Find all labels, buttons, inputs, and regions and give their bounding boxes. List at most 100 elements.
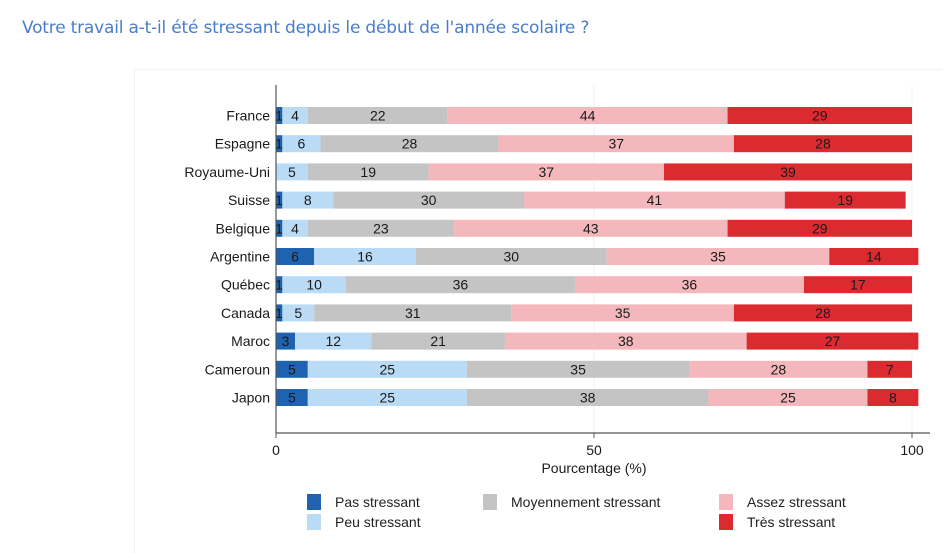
data-label: 35 [615,305,631,321]
bar-segment [454,219,728,237]
bar-segment [415,248,607,265]
legend-label: Très stressant [747,514,836,530]
data-label: 41 [647,192,663,208]
bar-segment [276,191,283,209]
bar-segment [708,389,868,406]
data-label: 19 [360,164,376,180]
bar-segment [733,135,912,153]
data-label: 35 [570,361,586,377]
data-label: 30 [504,249,520,265]
data-label: 44 [580,108,596,124]
chart-title: Votre travail a-t-il été stressant depui… [22,18,590,38]
data-label: 5 [288,164,296,180]
data-label: 21 [430,333,446,349]
bar-segment [829,248,919,265]
bar-segment [606,248,830,265]
legend-item-pas-stressant: Pas stressant [307,494,420,510]
bar-segment [466,360,690,378]
legend-swatch-pas-stressant [307,494,321,510]
bar-segment [282,219,308,237]
bar-segment [276,360,308,378]
bar-segment [282,135,321,153]
bar-segment [320,135,499,153]
x-tick-label: 100 [900,442,924,458]
data-label: 6 [298,136,306,152]
data-label: 3 [282,333,290,349]
data-label: 43 [583,220,599,236]
bar-segment [803,276,912,294]
data-label: 30 [421,192,437,208]
data-label: 1 [275,220,283,236]
bar-segment [295,332,372,350]
bar-segment [276,163,308,181]
data-label: 39 [780,164,796,180]
bar-segment [498,135,734,153]
category-label: Japon [232,390,270,406]
bar-segment [307,360,467,378]
category-label: Royaume-Uni [184,164,270,180]
category-label: Canada [221,305,270,321]
bar-segment [504,332,747,350]
bar-segment [524,191,785,209]
category-label: Québec [221,277,270,293]
data-label: 1 [275,277,283,293]
data-label: 4 [291,220,299,236]
bar-segment [727,107,912,124]
data-label: 5 [288,361,296,377]
chart-frame [134,69,943,553]
data-label: 5 [294,305,302,321]
category-label: France [226,108,270,124]
data-label: 38 [580,390,596,406]
bar-segment [276,332,296,350]
data-label: 31 [405,305,421,321]
data-label: 7 [886,361,894,377]
data-label: 6 [291,249,299,265]
legend-label: Pas stressant [335,494,420,510]
data-label: 29 [812,220,828,236]
bar-segment [307,107,448,124]
legend-swatch-peu-stressant [307,514,321,530]
category-label: Cameroun [205,361,270,377]
bar-segment [282,304,315,322]
data-label: 29 [812,108,828,124]
category-label: Belgique [216,220,271,236]
legend-swatch-assez-stressant [719,494,733,510]
data-label: 22 [370,108,386,124]
x-tick-label: 50 [586,442,602,458]
bar-segment [574,276,804,294]
data-label: 12 [325,333,341,349]
data-label: 36 [453,277,469,293]
bar-segment [689,360,868,378]
data-label: 28 [771,361,787,377]
data-label: 14 [866,249,882,265]
data-label: 37 [539,164,555,180]
legend-item-moyennement-stressant: Moyennement stressant [483,494,660,510]
legend-swatch-moyennement-stressant [483,494,497,510]
bar-segment [276,389,308,406]
data-label: 27 [825,333,841,349]
bar-segment [428,163,664,181]
bar-segment [663,163,912,181]
legend-label: Peu stressant [335,514,421,530]
bar-segment [784,191,906,209]
data-label: 4 [291,108,299,124]
data-label: 23 [373,220,389,236]
bar-segment [314,304,512,322]
bar-segment [345,276,575,294]
bar-segment [727,219,912,237]
legend-label: Moyennement stressant [511,494,661,510]
legend-item-tres-stressant: Très stressant [719,514,835,530]
data-label: 1 [275,108,283,124]
bar-segment [447,107,728,124]
bar-segment [307,219,455,237]
bar-segment [276,304,283,322]
data-label: 1 [275,305,283,321]
bar-segment [333,191,525,209]
bar-segment [276,135,283,153]
bar-segment [282,191,334,209]
bar-segment [867,360,912,378]
data-label: 1 [275,136,283,152]
data-label: 37 [608,136,624,152]
x-tick-label: 0 [272,442,280,458]
data-label: 25 [380,361,396,377]
